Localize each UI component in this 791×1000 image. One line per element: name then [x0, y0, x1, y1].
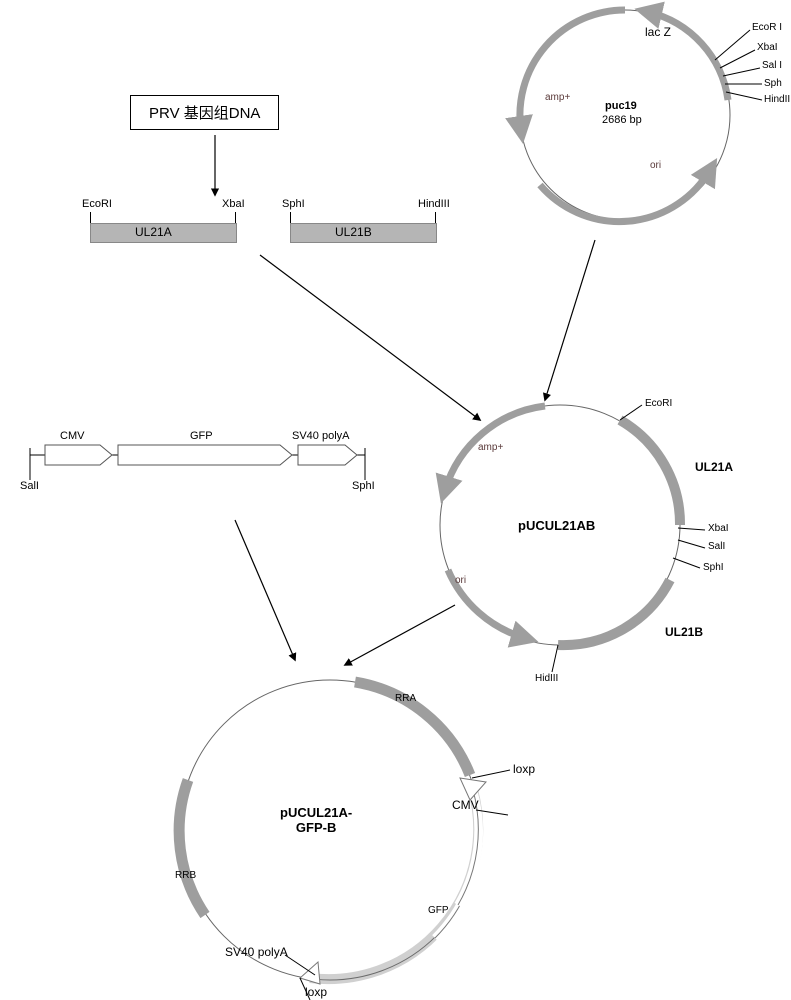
ori-label: ori	[650, 160, 661, 171]
pucul21ab-ori: ori	[455, 575, 466, 586]
site-ecori: EcoR I	[752, 22, 782, 33]
prv-box-label: PRV 基因组DNA	[149, 105, 260, 122]
pucul21ab-sali: SalI	[708, 541, 725, 552]
flow-arrow	[260, 255, 480, 420]
flow-arrow	[235, 520, 295, 660]
pucul21ab-xbai: XbaI	[708, 523, 729, 534]
amp-label: amp+	[545, 92, 570, 103]
lacZ-label: lac Z	[645, 25, 671, 39]
flow-arrow	[545, 240, 595, 400]
site-sph: Sph	[764, 78, 782, 89]
ul21a-label: UL21A	[135, 225, 172, 239]
final-cmv: CMV	[452, 798, 479, 812]
flow-arrow	[345, 605, 455, 665]
ul21b-left-site: SphI	[282, 198, 305, 210]
cassette-sv40: SV40 polyA	[292, 430, 349, 442]
ul21b-right-site: HindIII	[418, 198, 450, 210]
final-loxp-bot: loxp	[305, 985, 327, 999]
cassette-cmv: CMV	[60, 430, 84, 442]
site-sali: Sal I	[762, 60, 782, 71]
pucul21ab-sphi: SphI	[703, 562, 724, 573]
site-xbai: XbaI	[757, 42, 778, 53]
pucul21ab-name: pUCUL21AB	[518, 518, 595, 533]
diagram-canvas	[0, 0, 791, 1000]
cassette-left-site: SalI	[20, 480, 39, 492]
pucul21ab-amp: amp+	[478, 442, 503, 453]
final-sv40: SV40 polyA	[225, 945, 288, 959]
puc19-bp: 2686 bp	[602, 114, 642, 126]
pucul21ab-ecori: EcoRI	[645, 398, 672, 409]
site-hindiii: HindII	[764, 94, 790, 105]
pucul21ab-hindiii: HidIII	[535, 673, 558, 684]
cassette-right-site: SphI	[352, 480, 375, 492]
ul21b-label: UL21B	[335, 225, 372, 239]
gfp-cassette	[30, 445, 365, 480]
puc19-name: puc19	[605, 100, 637, 112]
ul21a-left-site: EcoRI	[82, 198, 112, 210]
ul21a-right-site: XbaI	[222, 198, 245, 210]
final-loxp-top: loxp	[513, 762, 535, 776]
pucul21ab-ul21a: UL21A	[695, 460, 733, 474]
final-rrb: RRB	[175, 870, 196, 881]
pucul21ab-ul21b: UL21B	[665, 625, 703, 639]
final-name: pUCUL21A- GFP-B	[280, 805, 352, 835]
final-rra: RRA	[395, 693, 416, 704]
cassette-gfp: GFP	[190, 430, 213, 442]
final-gfp: GFP	[428, 905, 449, 916]
prv-genome-box: PRV 基因组DNA	[130, 95, 279, 130]
